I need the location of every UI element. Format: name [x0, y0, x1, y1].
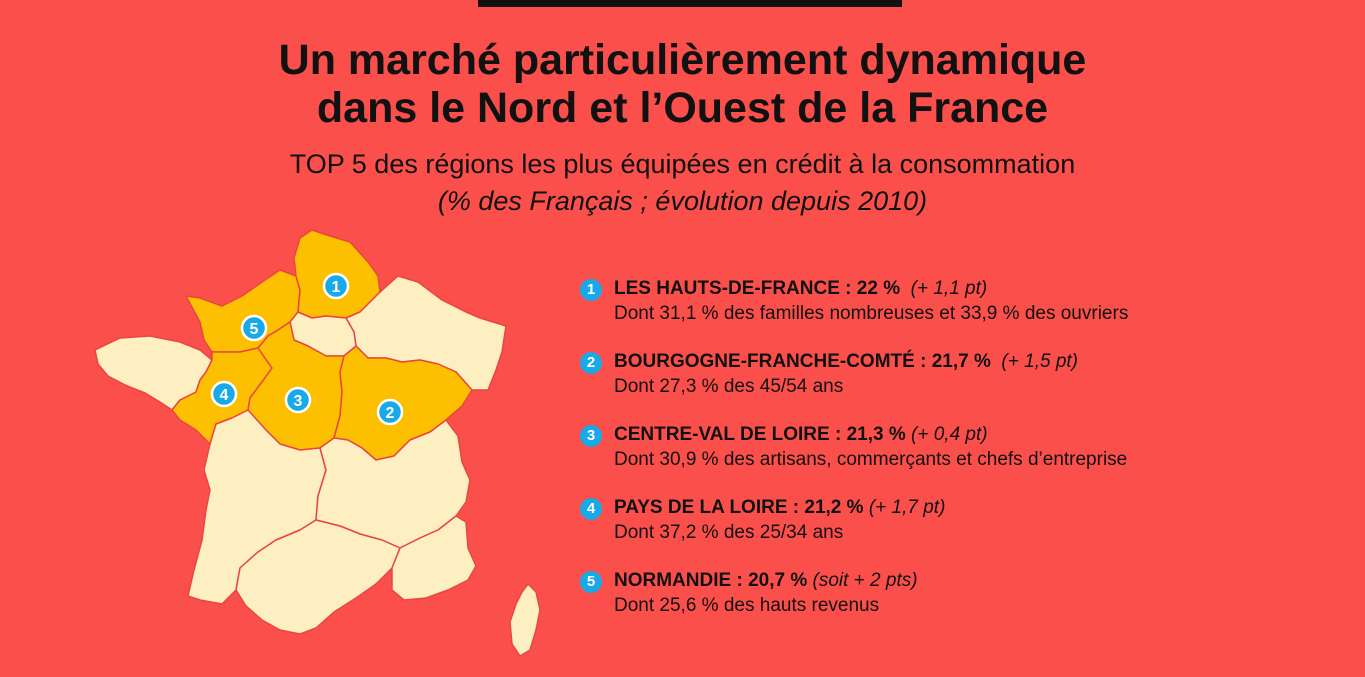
region-value: 21,3 % [846, 424, 906, 445]
subtitle: TOP 5 des régions les plus équipées en c… [289, 149, 1076, 179]
ranking-headline: BOURGOGNE-FRANCHE-COMTÉ : 21,7 % (+ 1,5 … [614, 349, 1360, 374]
ranking-item: 5 NORMANDIE : 20,7 % (soit + 2 pts) Dont… [580, 568, 1360, 618]
ranking-headline: LES HAUTS-DE-FRANCE : 22 % (+ 1,1 pt) [614, 276, 1360, 301]
svg-text:5: 5 [250, 321, 259, 338]
svg-text:4: 4 [220, 387, 229, 404]
title-line-2: dans le Nord et l’Ouest de la France [316, 84, 1049, 132]
map-badge-5: 5 [240, 314, 268, 342]
region-value: 20,7 % [748, 570, 808, 591]
ranking-list: 1 LES HAUTS-DE-FRANCE : 22 % (+ 1,1 pt) … [580, 276, 1360, 641]
ranking-item: 2 BOURGOGNE-FRANCHE-COMTÉ : 21,7 % (+ 1,… [580, 349, 1360, 399]
region-detail: Dont 30,9 % des artisans, commerçants et… [614, 449, 1128, 470]
region-change: (+ 1,1 pt) [910, 278, 988, 299]
map-badge-2: 2 [376, 398, 404, 426]
title-line-1: Un marché particulièrement dynamique [278, 36, 1087, 84]
svg-text:3: 3 [294, 393, 303, 410]
region-name: BOURGOGNE-FRANCHE-COMTÉ : [614, 351, 932, 372]
region-change: (+ 0,4 pt) [911, 424, 988, 445]
ranking-headline: PAYS DE LA LOIRE : 21,2 % (+ 1,7 pt) [614, 495, 1360, 520]
svg-text:1: 1 [332, 279, 341, 296]
region-change: (soit + 2 pts) [812, 570, 918, 591]
region-detail: Dont 31,1 % des familles nombreuses et 3… [614, 303, 1129, 324]
region-value: 22 % [856, 278, 901, 299]
region-name: NORMANDIE : [614, 570, 749, 591]
rank-badge: 4 [580, 498, 602, 520]
map-badge-3: 3 [284, 386, 312, 414]
rank-badge: 3 [580, 425, 602, 447]
region-paca [391, 515, 477, 601]
region-value: 21,2 % [804, 497, 864, 518]
region-value: 21,7 % [931, 351, 991, 372]
region-change: (+ 1,5 pt) [1001, 351, 1078, 372]
ranking-item: 1 LES HAUTS-DE-FRANCE : 22 % (+ 1,1 pt) … [580, 276, 1360, 326]
rank-badge: 5 [580, 571, 602, 593]
region-change: (+ 1,7 pt) [868, 497, 946, 518]
page-title: Un marché particulièrement dynamique dan… [0, 36, 1365, 132]
region-name: CENTRE-VAL DE LOIRE : [614, 424, 847, 445]
rank-badge: 1 [580, 279, 602, 301]
france-map: 1 2 3 4 5 [94, 229, 541, 657]
top-decoration-bar [478, 0, 902, 7]
region-detail: Dont 27,3 % des 45/54 ans [614, 376, 844, 397]
region-name: LES HAUTS-DE-FRANCE : [614, 278, 857, 299]
map-badge-4: 4 [210, 380, 238, 408]
region-detail: Dont 37,2 % des 25/34 ans [614, 522, 844, 543]
region-corse [509, 583, 541, 657]
ranking-headline: NORMANDIE : 20,7 % (soit + 2 pts) [614, 568, 1360, 593]
svg-text:2: 2 [386, 405, 395, 422]
ranking-item: 3 CENTRE-VAL DE LOIRE : 21,3 % (+ 0,4 pt… [580, 422, 1360, 472]
ranking-item: 4 PAYS DE LA LOIRE : 21,2 % (+ 1,7 pt) D… [580, 495, 1360, 545]
region-detail: Dont 25,6 % des hauts revenus [614, 595, 880, 616]
map-badge-1: 1 [322, 272, 350, 300]
units-note: (% des Français ; évolution depuis 2010) [437, 186, 928, 216]
region-name: PAYS DE LA LOIRE : [614, 497, 805, 518]
rank-badge: 2 [580, 352, 602, 374]
ranking-headline: CENTRE-VAL DE LOIRE : 21,3 % (+ 0,4 pt) [614, 422, 1360, 447]
